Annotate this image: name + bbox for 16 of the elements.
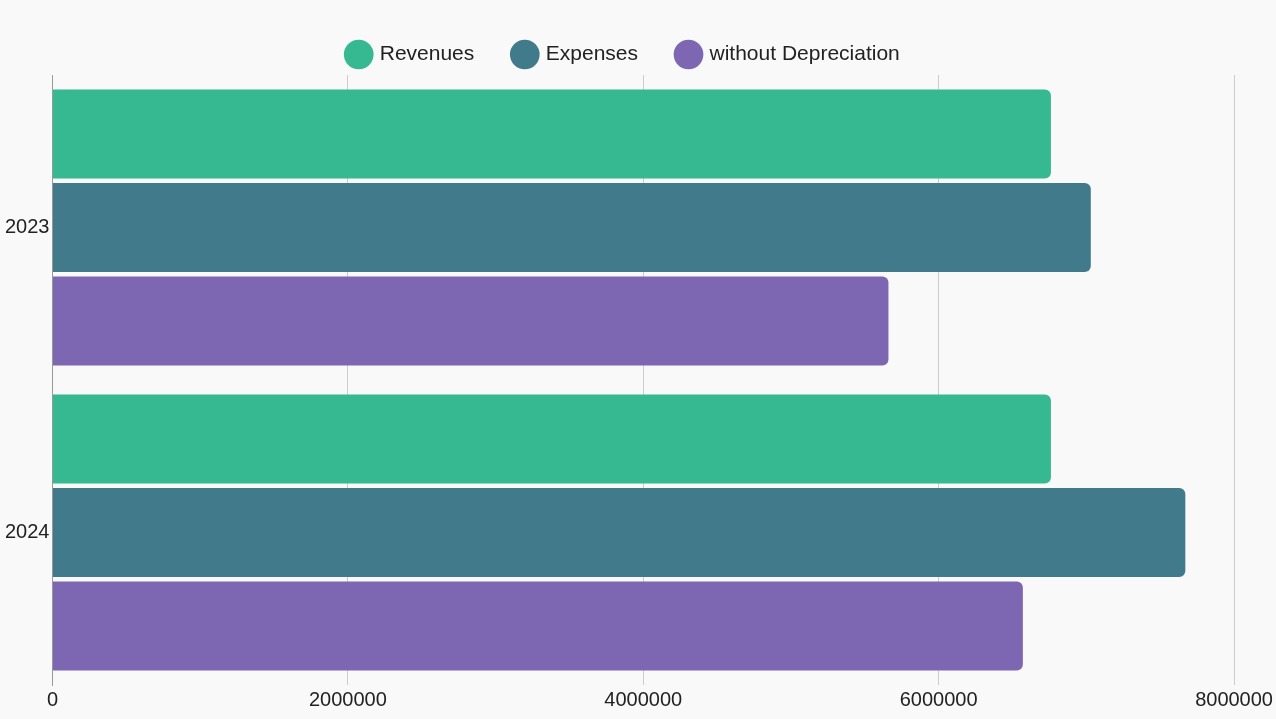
bar xyxy=(52,89,1051,179)
bar xyxy=(52,581,1023,671)
legend-label: Revenues xyxy=(379,41,475,65)
bar xyxy=(52,394,1051,484)
y-tick-label: 2024 xyxy=(4,520,50,543)
bar xyxy=(52,183,1091,272)
x-tick-label: 2000000 xyxy=(308,687,387,710)
x-tick-label: 4000000 xyxy=(604,687,683,710)
x-tick-label: 8000000 xyxy=(1195,687,1274,710)
bar xyxy=(52,276,889,366)
y-tick-label: 2023 xyxy=(4,215,50,238)
x-tick-label: 0 xyxy=(46,687,59,710)
legend-label: Expenses xyxy=(545,41,639,65)
bar xyxy=(52,488,1186,577)
x-tick-label: 6000000 xyxy=(899,687,978,710)
legend-label: without Depreciation xyxy=(708,41,900,65)
